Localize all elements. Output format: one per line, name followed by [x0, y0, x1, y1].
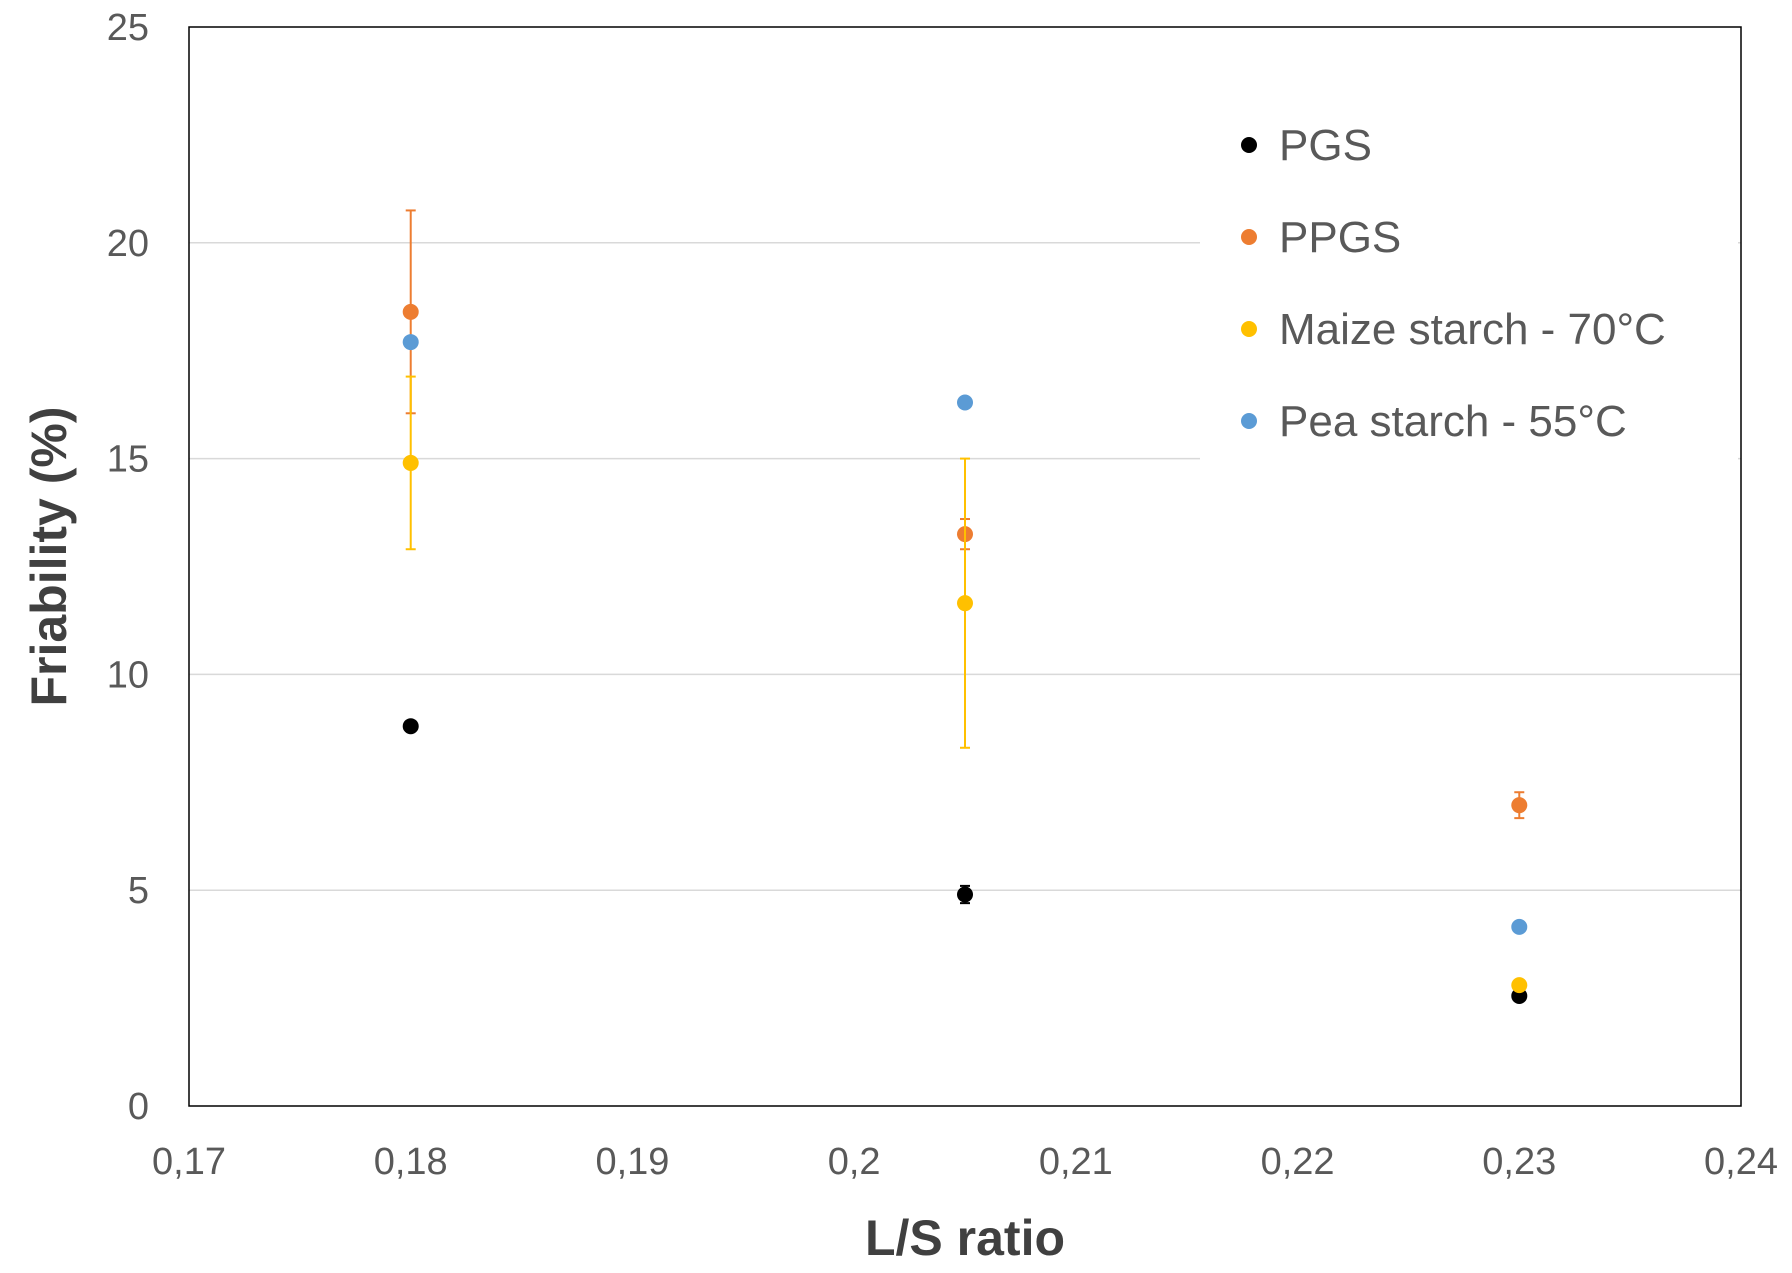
x-axis-title: L/S ratio: [865, 1210, 1065, 1266]
data-point: [957, 394, 973, 411]
x-tick-label: 0,24: [1704, 1141, 1778, 1183]
data-point: [1511, 797, 1528, 814]
y-axis-ticks: 0 5 10 15 20 25: [107, 7, 149, 1128]
data-point: [402, 334, 419, 351]
plot-area-border: [188, 26, 1742, 1107]
legend-box: [1200, 90, 1738, 460]
data-marks: [402, 209, 1528, 1004]
series-pgs: [402, 718, 1528, 1004]
y-tick-label: 5: [128, 870, 149, 912]
data-point: [957, 595, 973, 612]
legend-label: Maize starch - 70°C: [1279, 305, 1666, 354]
data-point: [402, 718, 419, 735]
x-tick-label: 0,18: [374, 1141, 448, 1183]
y-tick-label: 0: [128, 1086, 149, 1128]
series-maize-starch-70-c: [402, 375, 1528, 994]
legend-marker: [1241, 229, 1257, 245]
data-point: [1511, 977, 1528, 994]
legend-label: PGS: [1279, 121, 1372, 170]
y-tick-label: 20: [107, 223, 149, 265]
y-tick-label: 15: [107, 439, 149, 481]
data-point: [957, 886, 973, 903]
legend-background: [1200, 90, 1738, 460]
y-tick-label: 25: [107, 7, 149, 49]
legend: PGS PPGS Maize starch - 70°C Pea starch - 5…: [1241, 121, 1666, 446]
x-tick-label: 0,2: [828, 1141, 881, 1183]
data-point: [402, 454, 419, 471]
x-tick-label: 0,17: [152, 1141, 226, 1183]
data-point: [402, 303, 419, 320]
x-tick-label: 0,23: [1482, 1141, 1556, 1183]
legend-marker: [1241, 137, 1257, 153]
data-point: [1511, 918, 1528, 935]
legend-marker: [1241, 321, 1257, 337]
legend-marker: [1241, 413, 1257, 429]
x-tick-label: 0,21: [1039, 1141, 1113, 1183]
x-axis-ticks: 0,17 0,18 0,19 0,2 0,21 0,22 0,23 0,24: [152, 1141, 1778, 1183]
legend-label: Pea starch - 55°C: [1279, 397, 1627, 446]
x-tick-label: 0,22: [1261, 1141, 1335, 1183]
series-pea-starch-55-c: [402, 334, 1528, 935]
legend-label: PPGS: [1279, 213, 1401, 262]
y-tick-label: 10: [107, 654, 149, 696]
y-axis-title: Friability (%): [21, 406, 77, 706]
x-tick-label: 0,19: [595, 1141, 669, 1183]
